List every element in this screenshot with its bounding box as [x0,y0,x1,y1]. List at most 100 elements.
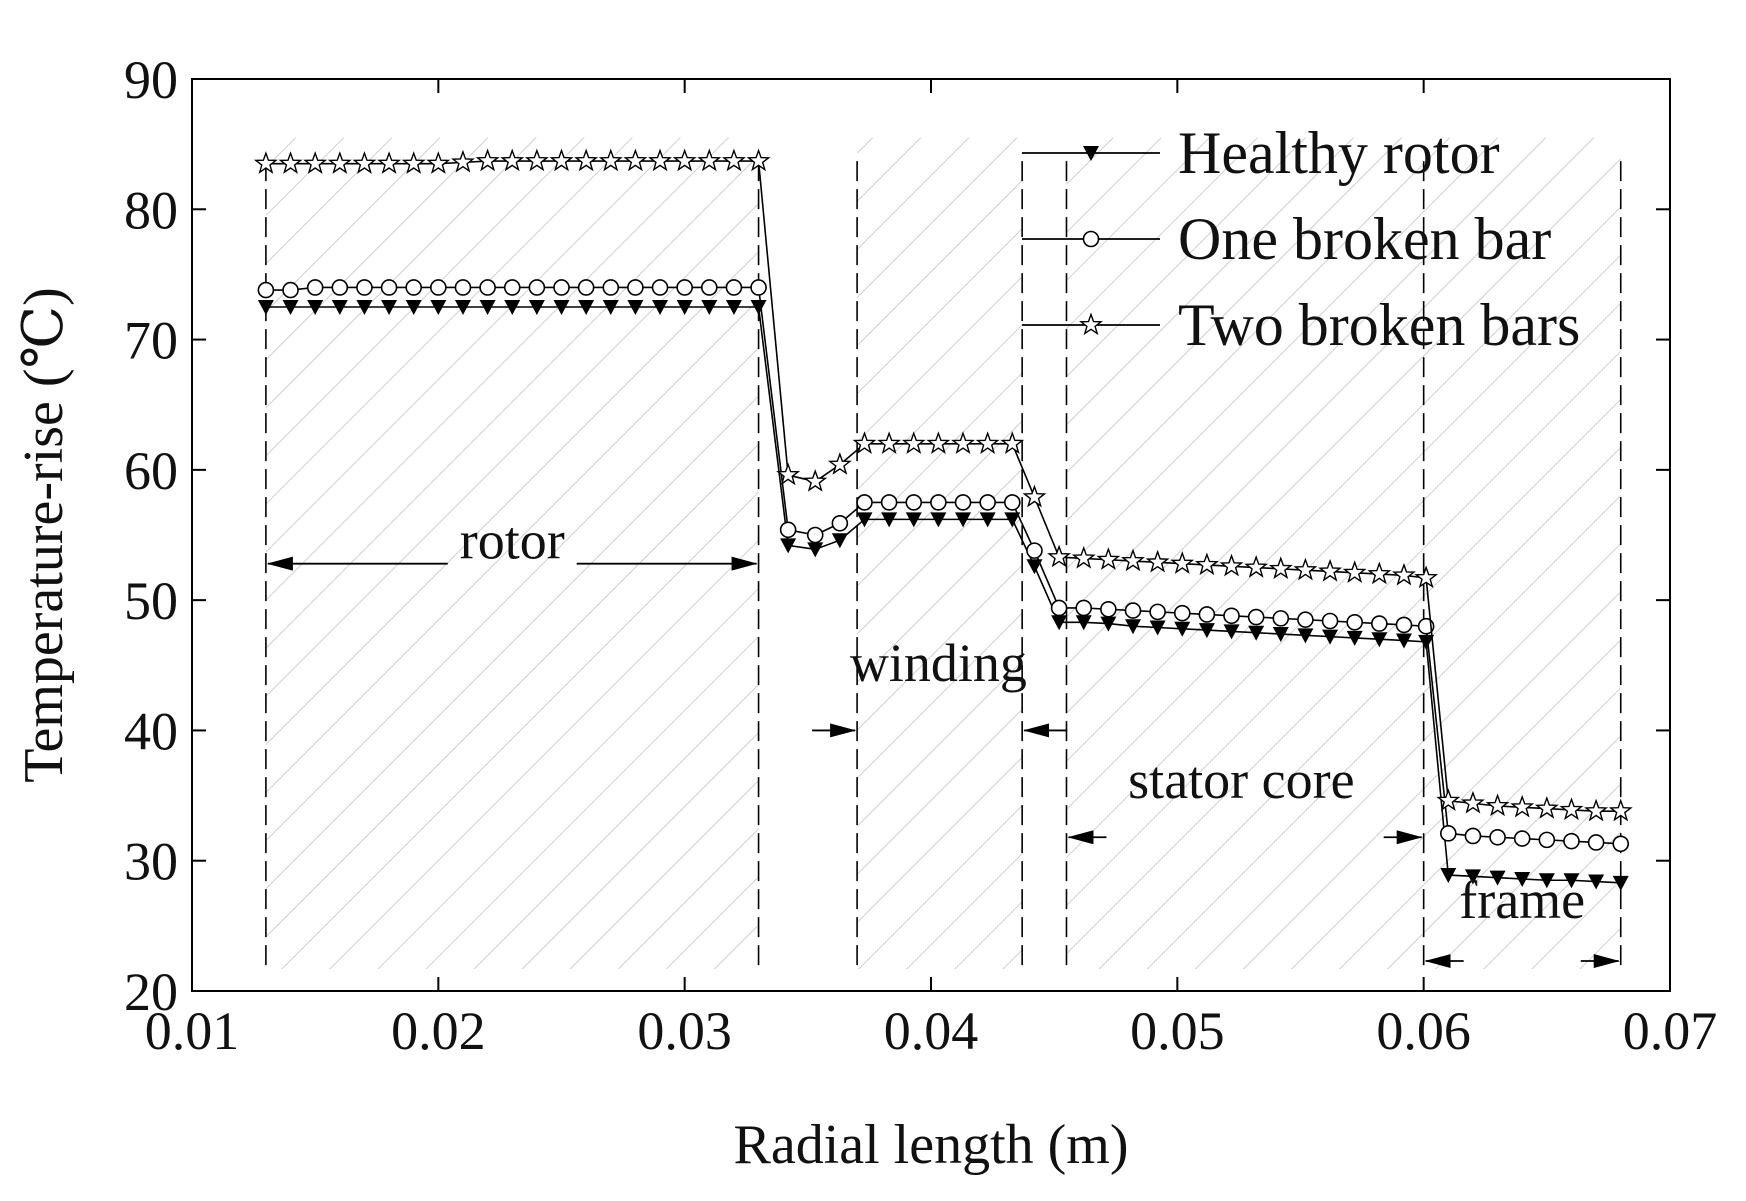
data-point-one-broken-bar [1321,612,1339,630]
region-label-winding: winding [850,633,1027,693]
data-point-one-broken-bar [880,494,898,511]
data-point-one-broken-bar [1075,599,1093,617]
data-point-healthy-rotor [405,300,422,315]
data-point-two-broken-bars [803,469,828,492]
data-point-healthy-rotor [331,300,348,315]
data-point-healthy-rotor [750,300,767,315]
data-point-one-broken-bar [306,279,324,296]
data-point-two-broken-bars [574,148,599,172]
data-point-two-broken-bars [648,148,672,172]
data-point-healthy-rotor [1198,623,1215,639]
data-point-healthy-rotor [479,300,496,315]
data-point-two-broken-bars [1608,798,1633,822]
data-point-healthy-rotor [307,300,324,315]
legend-label: Two broken bars [1178,292,1580,358]
data-point-one-broken-bar [1563,832,1580,850]
data-point-two-broken-bars [401,151,426,174]
region-hatch-stator-core [1066,137,1424,970]
data-point-one-broken-bar [627,279,644,296]
data-point-two-broken-bars [1071,545,1096,569]
data-point-one-broken-bar [806,526,824,544]
data-point-one-broken-bar [779,521,797,539]
data-point-healthy-rotor [1514,871,1531,887]
data-point-one-broken-bar [1587,834,1605,851]
data-point-one-broken-bar [1346,613,1363,631]
x-tick-label: 0.07 [1623,1001,1718,1061]
x-tick-label: 0.01 [145,1001,240,1061]
data-point-healthy-rotor [905,512,922,528]
data-point-healthy-rotor [1612,875,1629,891]
region-label-rotor: rotor [460,510,565,570]
data-point-two-broken-bars [1436,788,1461,811]
y-tick-label: 30 [124,832,178,892]
data-point-one-broken-bar [831,514,849,532]
data-point-one-broken-bar [602,279,620,296]
data-point-one-broken-bar [1100,600,1117,618]
data-point-one-broken-bar [454,279,472,296]
y-tick-label: 80 [124,180,178,240]
series-layer [253,148,1633,891]
data-point-healthy-rotor [602,300,619,315]
data-point-one-broken-bar [503,279,521,296]
y-tick-label: 40 [124,701,178,761]
data-point-healthy-rotor [1297,628,1314,644]
data-point-one-broken-bar [479,279,496,296]
legend: Healthy rotor One broken bar Two broken ba… [1022,120,1580,358]
data-point-healthy-rotor [725,300,742,315]
data-point-two-broken-bars [475,148,500,172]
data-point-healthy-rotor [430,300,447,315]
data-point-two-broken-bars [877,431,902,454]
data-point-two-broken-bars [1145,549,1170,573]
data-point-healthy-rotor [1464,869,1481,885]
data-point-one-broken-bar [905,494,923,511]
data-point-two-broken-bars [1485,793,1510,817]
data-point-one-broken-bar [1247,608,1265,626]
data-point-one-broken-bar [405,279,423,296]
data-point-one-broken-bar [1371,615,1388,632]
data-point-healthy-rotor [1440,868,1457,884]
data-point-one-broken-bar [1395,616,1413,634]
data-point-one-broken-bar [725,279,743,296]
y-tick-label: 20 [124,962,178,1022]
legend-label: One broken bar [1178,206,1551,272]
data-point-two-broken-bars [598,148,623,172]
data-point-healthy-rotor [553,300,570,315]
data-point-one-broken-bar [930,494,947,511]
x-tick-label: 0.04 [884,1001,979,1061]
data-point-two-broken-bars [1584,798,1609,822]
data-point-one-broken-bar [1513,830,1531,847]
legend-marker [1082,230,1100,248]
data-point-one-broken-bar [356,279,373,296]
data-point-healthy-rotor [627,300,644,315]
data-point-two-broken-bars [951,431,975,454]
data-point-two-broken-bars [1367,561,1392,585]
data-point-two-broken-bars [852,431,877,454]
data-point-two-broken-bars [672,148,697,172]
data-point-healthy-rotor [1272,627,1289,643]
data-point-two-broken-bars [1342,560,1367,583]
data-point-healthy-rotor [257,300,274,315]
data-point-one-broken-bar [1538,831,1556,849]
data-point-two-broken-bars [1194,552,1219,576]
data-point-two-broken-bars [901,431,926,454]
data-point-two-broken-bars [1318,558,1343,582]
data-point-two-broken-bars [926,431,951,454]
data-point-one-broken-bar [1464,827,1482,845]
data-point-healthy-rotor [504,300,521,315]
data-point-healthy-rotor [1124,619,1141,635]
data-point-two-broken-bars [697,148,722,172]
data-point-two-broken-bars [377,151,402,174]
data-point-one-broken-bar [1223,607,1240,625]
data-point-one-broken-bar [1050,599,1068,617]
data-point-one-broken-bar [1003,494,1021,511]
data-point-healthy-rotor [930,512,947,528]
data-point-one-broken-bar [856,494,873,511]
data-point-healthy-rotor [1075,615,1092,631]
data-point-two-broken-bars [1219,553,1244,577]
data-point-healthy-rotor [528,300,545,315]
y-tick-label: 90 [124,50,178,110]
data-point-healthy-rotor [1346,630,1363,646]
data-point-two-broken-bars [1096,547,1121,570]
data-point-healthy-rotor [1223,624,1240,640]
data-point-two-broken-bars [451,149,475,173]
